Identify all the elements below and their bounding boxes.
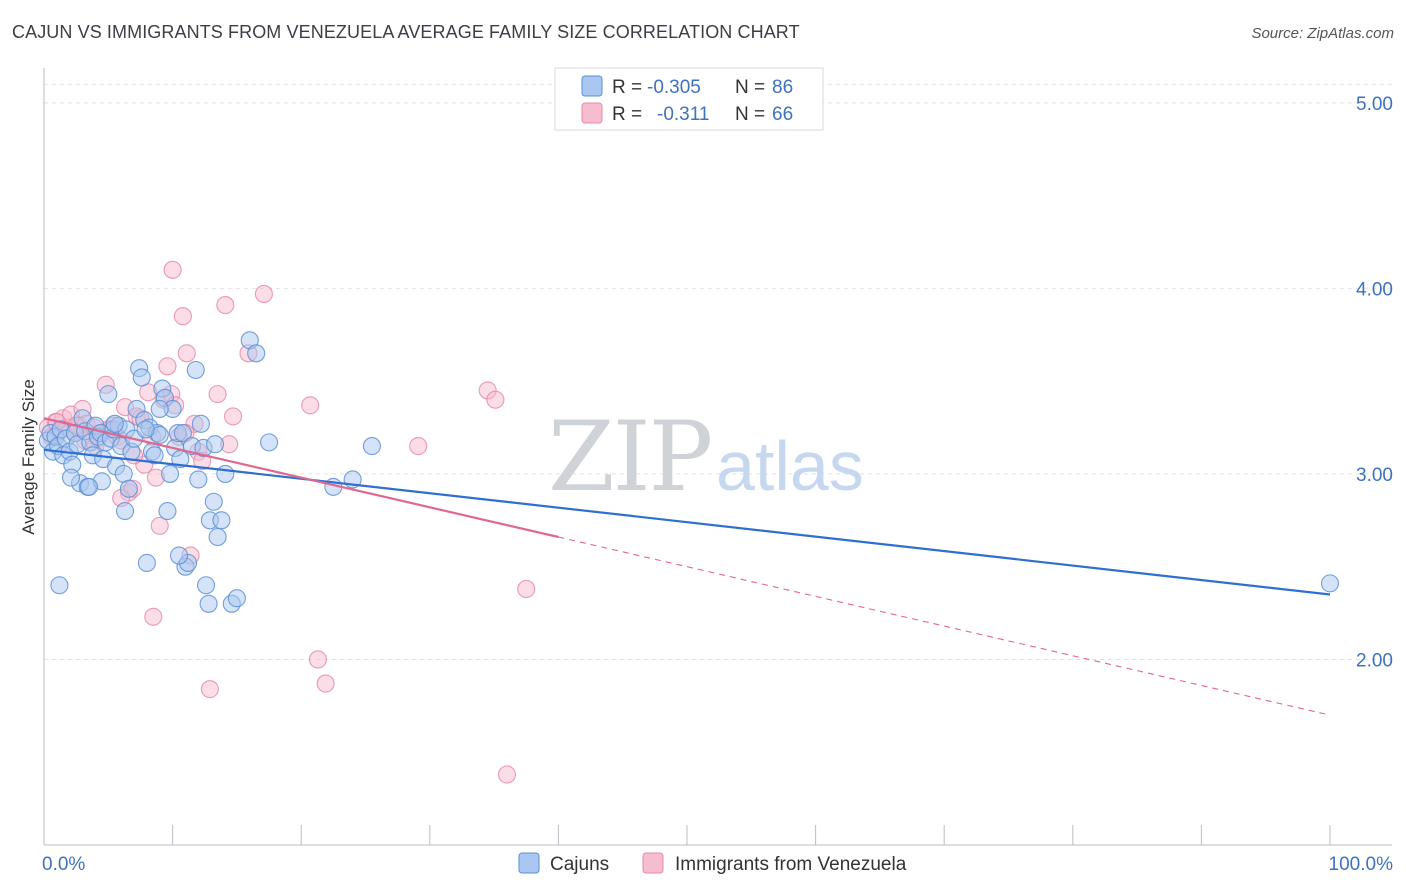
cajun-point-67 — [227, 589, 246, 608]
venezuela-point-47 — [254, 284, 273, 303]
cajun-point-78 — [205, 435, 225, 454]
cajun-point-70 — [259, 433, 279, 452]
x-tick-label-0: 0.0% — [42, 854, 85, 875]
cajun-point-69 — [247, 344, 266, 363]
cajun-point-77 — [199, 594, 218, 613]
venezuela-point-48 — [301, 396, 320, 415]
cajun-point-76 — [150, 399, 169, 419]
venezuela-point-55 — [497, 765, 517, 784]
watermark-zip: ZIP — [548, 401, 711, 513]
cajun-point-85 — [1320, 574, 1340, 593]
y-tick-labels: 2.00 3.00 4.00 5.00 — [1356, 94, 1393, 672]
cajun-point-31 — [119, 479, 138, 498]
venezuela-point-53 — [486, 390, 505, 409]
venezuela-trend-extension — [558, 536, 1331, 716]
cajun-point-47 — [160, 464, 180, 483]
axes — [43, 68, 1392, 846]
venezuela-point-36 — [177, 344, 196, 363]
venezuela-points — [38, 260, 536, 784]
series-legend-label-venezuela: Immigrants from Venezuela — [675, 854, 907, 875]
cajun-point-52 — [173, 424, 192, 443]
venezuela-trend-line — [43, 417, 559, 539]
cajun-point-82 — [169, 546, 189, 565]
cajun-point-60 — [196, 576, 216, 595]
venezuela-point-57 — [144, 607, 163, 626]
series-legend-label-cajun: Cajuns — [550, 854, 609, 875]
series-legend-swatch-cajun — [518, 852, 540, 874]
y-tick-label-0: 2.00 — [1356, 650, 1393, 671]
y-axis-title: Average Family Size — [19, 379, 38, 535]
legend-n-value-venezuela: 66 — [772, 104, 793, 125]
venezuela-point-31 — [158, 357, 177, 376]
correlation-legend: R = -0.305 N = 86 R = -0.311 N = 66 — [554, 67, 824, 131]
cajun-trend-line — [43, 448, 1331, 596]
venezuela-point-43 — [216, 296, 235, 315]
cajun-point-74 — [50, 576, 69, 595]
y-tick-label-2: 4.00 — [1356, 279, 1393, 300]
legend-r-value-cajun: -0.305 — [647, 77, 701, 98]
cajun-point-58 — [191, 414, 210, 433]
trend-lines — [43, 417, 1331, 716]
cajun-point-56 — [186, 360, 205, 380]
grid-lines — [44, 83, 1392, 660]
cajun-point-36 — [132, 368, 151, 387]
chart-title: CAJUN VS IMMIGRANTS FROM VENEZUELA AVERA… — [12, 22, 800, 42]
cajun-point-79 — [61, 468, 81, 487]
watermark-atlas: atlas — [716, 427, 864, 505]
cajun-point-65 — [216, 464, 235, 483]
venezuela-point-56 — [163, 260, 182, 279]
x-tick-labels: 0.0% 100.0% — [42, 854, 1393, 875]
venezuela-point-50 — [316, 674, 335, 693]
y-tick-label-3: 5.00 — [1356, 94, 1393, 115]
cajun-points — [38, 331, 1340, 613]
venezuela-point-42 — [208, 385, 227, 404]
legend-r-value-venezuela: -0.311 — [657, 104, 709, 125]
legend-n-value-cajun: 86 — [772, 77, 793, 98]
cajun-point-62 — [204, 492, 223, 511]
legend-n-label-venezuela: N = — [735, 104, 765, 125]
cajun-point-81 — [136, 420, 155, 439]
legend-r-label-cajun: R = — [612, 77, 642, 98]
cajun-point-73 — [362, 437, 381, 456]
venezuela-point-54 — [517, 579, 536, 599]
series-legend-swatch-venezuela — [642, 852, 664, 874]
cajun-point-46 — [158, 501, 177, 521]
cajun-point-57 — [189, 470, 208, 489]
cajun-point-63 — [208, 527, 227, 547]
venezuela-point-41 — [200, 680, 219, 699]
series-legend: Cajuns Immigrants from Venezuela — [518, 852, 907, 875]
venezuela-point-29 — [150, 516, 169, 535]
cajun-point-23 — [99, 385, 118, 404]
cajun-point-83 — [105, 414, 124, 433]
legend-swatch-venezuela — [581, 102, 603, 124]
cajun-point-38 — [137, 553, 156, 573]
source-credit: Source: ZipAtlas.com — [1251, 25, 1394, 42]
legend-n-label-cajun: N = — [735, 77, 765, 98]
legend-r-label-venezuela: R = — [612, 104, 642, 125]
venezuela-point-51 — [409, 437, 428, 456]
y-tick-label-1: 3.00 — [1356, 465, 1393, 486]
watermark: ZIP atlas — [548, 401, 864, 513]
cajun-point-75 — [115, 501, 135, 521]
venezuela-point-35 — [173, 307, 192, 326]
cajun-point-84 — [79, 477, 99, 496]
cajun-point-41 — [145, 446, 164, 465]
venezuela-point-49 — [308, 650, 327, 669]
legend-swatch-cajun — [581, 75, 603, 97]
x-tick-label-1: 100.0% — [1329, 854, 1394, 875]
venezuela-point-45 — [223, 407, 243, 426]
cajun-point-64 — [212, 511, 231, 530]
